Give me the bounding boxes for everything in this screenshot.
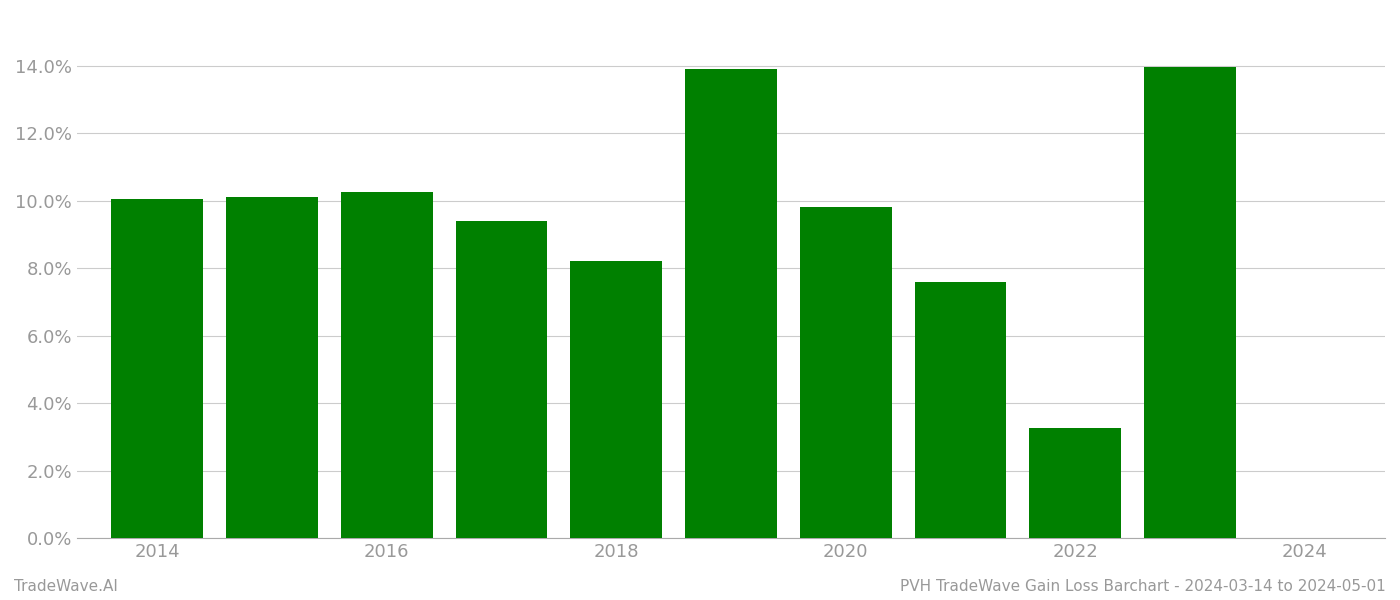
Bar bbox=[685, 69, 777, 538]
Bar bbox=[1029, 428, 1121, 538]
Bar bbox=[799, 208, 892, 538]
Bar bbox=[111, 199, 203, 538]
Bar bbox=[225, 197, 318, 538]
Bar bbox=[340, 192, 433, 538]
Text: PVH TradeWave Gain Loss Barchart - 2024-03-14 to 2024-05-01: PVH TradeWave Gain Loss Barchart - 2024-… bbox=[900, 579, 1386, 594]
Bar bbox=[914, 281, 1007, 538]
Bar bbox=[1144, 67, 1236, 538]
Text: TradeWave.AI: TradeWave.AI bbox=[14, 579, 118, 594]
Bar bbox=[570, 262, 662, 538]
Bar bbox=[455, 221, 547, 538]
